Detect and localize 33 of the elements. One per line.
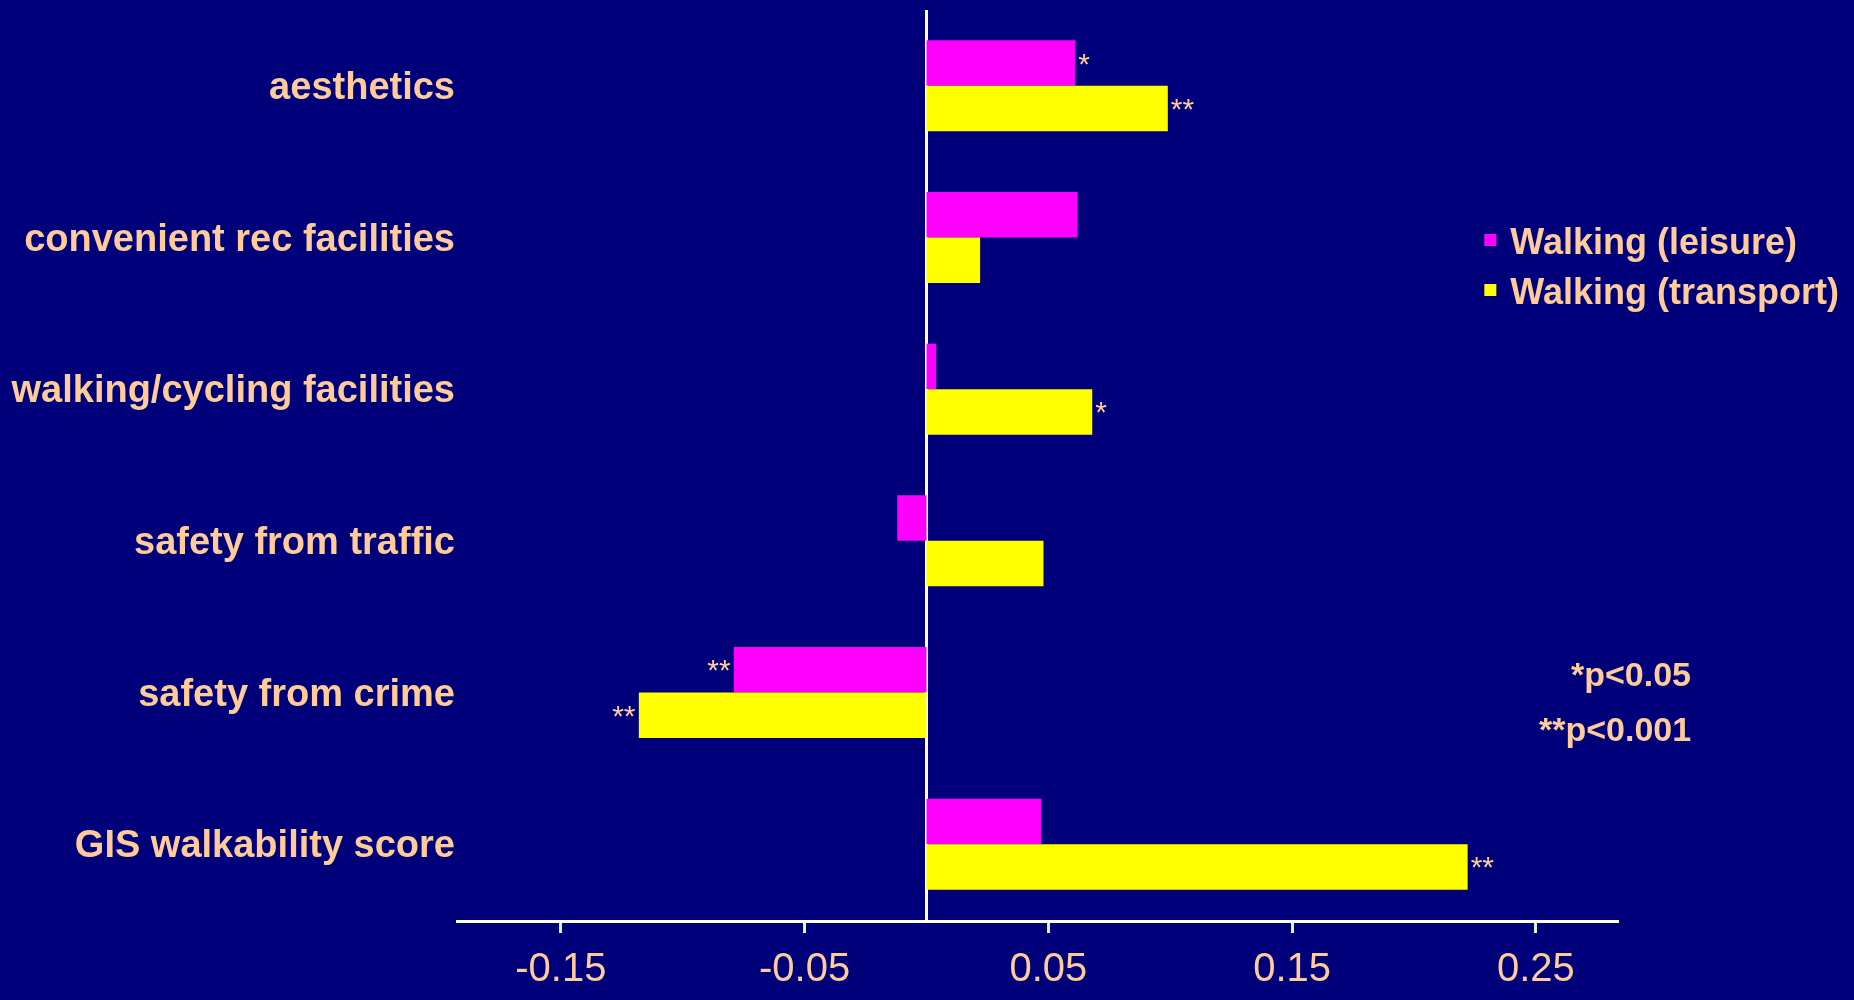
bar <box>897 495 927 541</box>
y-tick-label: convenient rec facilities <box>24 216 455 259</box>
y-tick-label: walking/cycling facilities <box>10 368 455 411</box>
bar <box>638 692 927 738</box>
bar <box>926 540 1044 587</box>
legend-label: Walking (transport) <box>1510 270 1840 312</box>
legend-label: Walking (leisure) <box>1510 221 1798 263</box>
data-label: ** <box>707 653 731 687</box>
x-tick-label: -0.15 <box>515 945 607 989</box>
annotation: **p<0.001 <box>1539 710 1692 748</box>
annotation: *p<0.05 <box>1571 655 1692 693</box>
data-label: ** <box>1470 850 1495 884</box>
x-tick-label: 0.05 <box>1009 945 1088 989</box>
bar <box>926 192 1078 238</box>
bar <box>926 343 937 390</box>
x-tick-label: -0.05 <box>759 945 851 989</box>
x-tick-label: 0.15 <box>1253 945 1332 989</box>
bar <box>926 40 1076 86</box>
y-tick-label: GIS walkability score <box>74 823 455 866</box>
data-label: * <box>1078 46 1091 80</box>
data-label: ** <box>1170 92 1195 126</box>
data-label: ** <box>612 698 636 732</box>
data-label: * <box>1095 395 1108 429</box>
y-tick-label: aesthetics <box>269 65 455 108</box>
bar <box>926 237 981 283</box>
y-tick-label: safety from crime <box>138 671 455 714</box>
bar <box>926 798 1042 845</box>
x-tick-label: 0.25 <box>1496 945 1575 989</box>
bar <box>733 647 927 693</box>
bar <box>926 389 1093 435</box>
bar <box>926 85 1168 132</box>
y-tick-label: safety from traffic <box>134 520 455 563</box>
bar <box>926 844 1468 890</box>
